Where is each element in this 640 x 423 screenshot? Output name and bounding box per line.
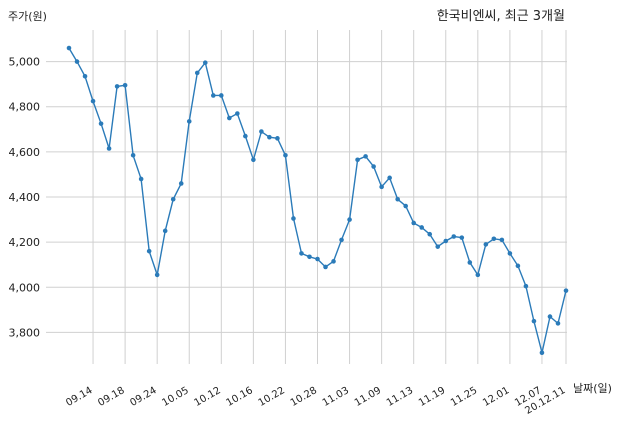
grid-layer xyxy=(46,30,567,364)
x-axis-label: 날짜(일) xyxy=(573,381,612,395)
data-point xyxy=(451,234,457,239)
data-point xyxy=(563,288,569,293)
data-point xyxy=(363,154,368,159)
x-tick-label: 10.12 xyxy=(193,385,223,409)
x-tick-label: 10.28 xyxy=(289,385,319,409)
data-point xyxy=(459,235,465,240)
y-tick-label: 5,000 xyxy=(9,56,41,69)
data-point xyxy=(275,136,280,141)
x-tick-label: 09.14 xyxy=(64,385,94,409)
data-point xyxy=(138,176,144,182)
data-point xyxy=(307,254,312,260)
data-point xyxy=(186,119,192,124)
data-point xyxy=(387,175,392,181)
data-point xyxy=(267,134,272,140)
data-point xyxy=(547,314,553,319)
series-layer xyxy=(66,45,569,356)
x-tick-label: 11.25 xyxy=(449,385,479,409)
data-point xyxy=(443,238,449,244)
data-point xyxy=(162,228,168,234)
data-point xyxy=(531,318,537,324)
chart-title: 한국비엔씨, 최근 3개월 xyxy=(437,9,565,24)
x-tick-label: 10.22 xyxy=(257,385,287,409)
x-tick-label: 10.05 xyxy=(160,385,190,409)
data-point xyxy=(435,244,441,249)
data-point xyxy=(114,84,120,89)
data-point xyxy=(419,225,425,230)
data-point xyxy=(202,60,208,66)
data-point xyxy=(235,111,240,116)
x-tick-label: 12.01 xyxy=(481,385,511,409)
y-tick-label: 4,200 xyxy=(9,236,41,249)
data-point xyxy=(194,70,200,76)
x-tick-label: 10.16 xyxy=(225,385,255,409)
data-point xyxy=(74,59,80,64)
data-point xyxy=(315,256,320,262)
data-point xyxy=(66,45,72,51)
data-point xyxy=(427,231,433,237)
data-point xyxy=(339,237,344,243)
data-point xyxy=(395,196,400,202)
data-point xyxy=(403,203,408,209)
data-point xyxy=(178,181,184,186)
data-point xyxy=(122,82,128,88)
data-point xyxy=(251,157,256,163)
data-point xyxy=(475,272,481,278)
data-point xyxy=(106,146,112,151)
y-axis-label: 주가(원) xyxy=(8,10,47,23)
data-point xyxy=(523,283,529,289)
data-point xyxy=(227,115,232,121)
data-point xyxy=(170,196,176,202)
y-tick-label: 4,400 xyxy=(9,191,41,204)
data-point xyxy=(371,164,376,169)
data-point xyxy=(539,350,545,356)
x-tick-label: 11.19 xyxy=(417,385,447,409)
x-tick-label: 11.09 xyxy=(353,385,383,409)
data-point xyxy=(323,264,328,270)
x-tick-label: 09.24 xyxy=(128,385,158,409)
data-point xyxy=(483,242,489,247)
data-point xyxy=(291,216,296,221)
data-point xyxy=(299,251,304,256)
data-point xyxy=(331,259,336,264)
data-point xyxy=(467,260,473,265)
data-point xyxy=(555,321,561,326)
data-point xyxy=(98,121,104,126)
x-tick-label: 09.18 xyxy=(96,385,126,409)
tick-layer: 3,800 4,000 4,200 4,400 4,600 4,800 5,000 09.14… xyxy=(9,56,568,417)
data-point xyxy=(379,184,384,190)
y-tick-label: 4,600 xyxy=(9,146,41,159)
data-point xyxy=(82,73,88,79)
data-point xyxy=(283,152,288,158)
y-tick-label: 4,800 xyxy=(9,101,41,114)
data-point xyxy=(515,263,521,269)
x-tick-label: 11.03 xyxy=(321,385,351,409)
data-point xyxy=(154,272,160,278)
data-point xyxy=(347,217,352,222)
data-point xyxy=(355,157,360,163)
data-point xyxy=(411,220,416,226)
data-point xyxy=(243,133,248,139)
data-point xyxy=(219,93,224,98)
data-point xyxy=(210,93,216,98)
x-tick-label: 11.13 xyxy=(385,385,415,409)
y-tick-label: 4,000 xyxy=(9,281,41,294)
data-point xyxy=(146,248,152,254)
y-tick-label: 3,800 xyxy=(9,326,41,339)
data-point xyxy=(491,236,497,242)
data-point xyxy=(130,152,136,158)
data-point xyxy=(499,237,505,243)
data-point xyxy=(507,251,513,256)
data-point xyxy=(90,98,96,104)
data-point xyxy=(259,129,264,134)
